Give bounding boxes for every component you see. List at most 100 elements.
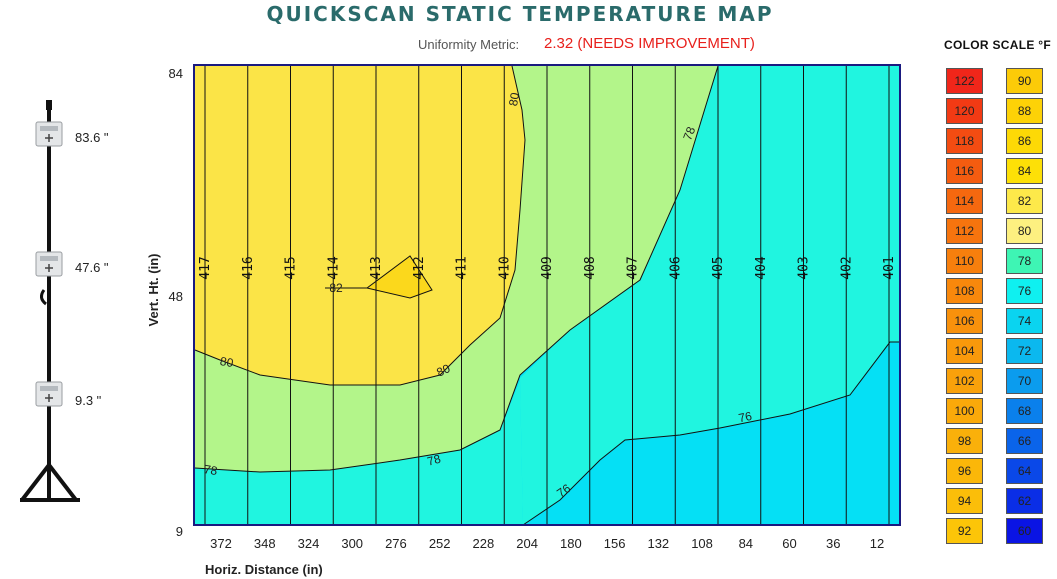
x-tick-label: 300 bbox=[341, 536, 363, 551]
probe-label: 416 bbox=[241, 256, 256, 279]
x-tick-label: 108 bbox=[691, 536, 713, 551]
contour-label: 76 bbox=[737, 409, 753, 426]
x-tick-label: 12 bbox=[870, 536, 884, 551]
x-tick-label: 348 bbox=[254, 536, 276, 551]
color-swatch-118: 118 bbox=[946, 128, 983, 154]
color-swatch-98: 98 bbox=[946, 428, 983, 454]
color-swatch-104: 104 bbox=[946, 338, 983, 364]
contour-label: 80 bbox=[434, 361, 452, 379]
color-swatch-100: 100 bbox=[946, 398, 983, 424]
contour-label: 78 bbox=[203, 462, 219, 478]
x-axis-title: Horiz. Distance (in) bbox=[205, 562, 323, 577]
sensor-icon-middle bbox=[35, 251, 63, 277]
x-tick-label: 276 bbox=[385, 536, 407, 551]
color-swatch-120: 120 bbox=[946, 98, 983, 124]
probe-label: 408 bbox=[583, 256, 598, 279]
probe-label: 403 bbox=[797, 256, 812, 279]
probe-label: 410 bbox=[497, 256, 512, 279]
x-tick-label: 132 bbox=[647, 536, 669, 551]
temperature-band-6 bbox=[195, 66, 525, 385]
color-swatch-78: 78 bbox=[1006, 248, 1043, 274]
x-tick-label: 228 bbox=[473, 536, 495, 551]
color-swatch-108: 108 bbox=[946, 278, 983, 304]
color-swatch-66: 66 bbox=[1006, 428, 1043, 454]
sensor-height-bottom: 9.3 " bbox=[75, 393, 102, 408]
y-axis-title: Vert. Ht. (in) bbox=[146, 254, 161, 327]
temperature-band-3 bbox=[520, 66, 899, 525]
contour-line-0 bbox=[194, 65, 526, 386]
color-swatch-114: 114 bbox=[946, 188, 983, 214]
sensor-icon-top bbox=[35, 121, 63, 147]
contour-label: 80 bbox=[219, 354, 235, 370]
color-swatch-68: 68 bbox=[1006, 398, 1043, 424]
sensor-height-middle: 47.6 " bbox=[75, 260, 109, 275]
uniformity-metric-label: Uniformity Metric: bbox=[418, 37, 520, 52]
x-tick-label: 204 bbox=[516, 536, 538, 551]
color-swatch-102: 102 bbox=[946, 368, 983, 394]
color-swatch-76: 76 bbox=[1006, 278, 1043, 304]
page-title: QUICKSCAN STATIC TEMPERATURE MAP bbox=[266, 2, 774, 26]
contour-label: 78 bbox=[426, 452, 443, 469]
probe-label: 414 bbox=[326, 256, 341, 280]
color-swatch-106: 106 bbox=[946, 308, 983, 334]
color-swatch-112: 112 bbox=[946, 218, 983, 244]
y-tick-label: 84 bbox=[169, 66, 183, 81]
sensor-icon-bottom bbox=[35, 381, 63, 407]
probe-label: 415 bbox=[284, 256, 299, 279]
contour-line-1 bbox=[194, 65, 719, 473]
color-swatch-96: 96 bbox=[946, 458, 983, 484]
x-tick-label: 372 bbox=[210, 536, 232, 551]
probe-label: 401 bbox=[882, 256, 897, 279]
color-swatch-80: 80 bbox=[1006, 218, 1043, 244]
color-swatch-92: 92 bbox=[946, 518, 983, 544]
color-scale-title: COLOR SCALE °F bbox=[944, 38, 1051, 52]
probe-label: 406 bbox=[668, 256, 683, 279]
color-swatch-60: 60 bbox=[1006, 518, 1043, 544]
color-swatch-122: 122 bbox=[946, 68, 983, 94]
probe-label: 412 bbox=[412, 256, 427, 279]
contour-label: 78 bbox=[680, 124, 698, 142]
x-tick-label: 156 bbox=[604, 536, 626, 551]
probe-label: 405 bbox=[711, 256, 726, 279]
color-swatch-72: 72 bbox=[1006, 338, 1043, 364]
color-swatch-70: 70 bbox=[1006, 368, 1043, 394]
color-swatch-74: 74 bbox=[1006, 308, 1043, 334]
color-swatch-116: 116 bbox=[946, 158, 983, 184]
probe-label: 404 bbox=[754, 256, 769, 280]
color-swatch-84: 84 bbox=[1006, 158, 1043, 184]
plot-border bbox=[193, 64, 901, 526]
x-tick-label: 180 bbox=[560, 536, 582, 551]
contour-line-2 bbox=[522, 341, 899, 526]
x-tick-label: 252 bbox=[429, 536, 451, 551]
probe-label: 407 bbox=[626, 256, 641, 279]
color-swatch-88: 88 bbox=[1006, 98, 1043, 124]
temperature-band-4 bbox=[523, 342, 899, 525]
temperature-band-2 bbox=[195, 380, 523, 525]
sensor-stand-illustration bbox=[20, 100, 80, 502]
contour-label: 82 bbox=[329, 281, 343, 295]
color-swatch-86: 86 bbox=[1006, 128, 1043, 154]
x-tick-label: 84 bbox=[739, 536, 753, 551]
x-tick-label: 324 bbox=[298, 536, 320, 551]
contour-line-3 bbox=[365, 255, 433, 299]
sensor-height-top: 83.6 " bbox=[75, 130, 109, 145]
color-swatch-110: 110 bbox=[946, 248, 983, 274]
color-swatch-64: 64 bbox=[1006, 458, 1043, 484]
probe-label: 409 bbox=[540, 256, 555, 279]
color-swatch-62: 62 bbox=[1006, 488, 1043, 514]
probe-label: 411 bbox=[455, 256, 470, 279]
probe-label: 413 bbox=[369, 256, 384, 279]
probe-label: 402 bbox=[839, 256, 854, 279]
temperature-band-7 bbox=[367, 256, 432, 298]
color-swatch-82: 82 bbox=[1006, 188, 1043, 214]
y-tick-label: 9 bbox=[176, 524, 183, 539]
x-tick-label: 36 bbox=[826, 536, 840, 551]
x-tick-label: 60 bbox=[782, 536, 796, 551]
color-swatch-94: 94 bbox=[946, 488, 983, 514]
color-swatch-90: 90 bbox=[1006, 68, 1043, 94]
y-tick-label: 48 bbox=[169, 289, 183, 304]
uniformity-metric-value: 2.32 (NEEDS IMPROVEMENT) bbox=[544, 35, 755, 52]
probe-label: 417 bbox=[198, 256, 213, 279]
contour-label: 80 bbox=[506, 91, 522, 107]
